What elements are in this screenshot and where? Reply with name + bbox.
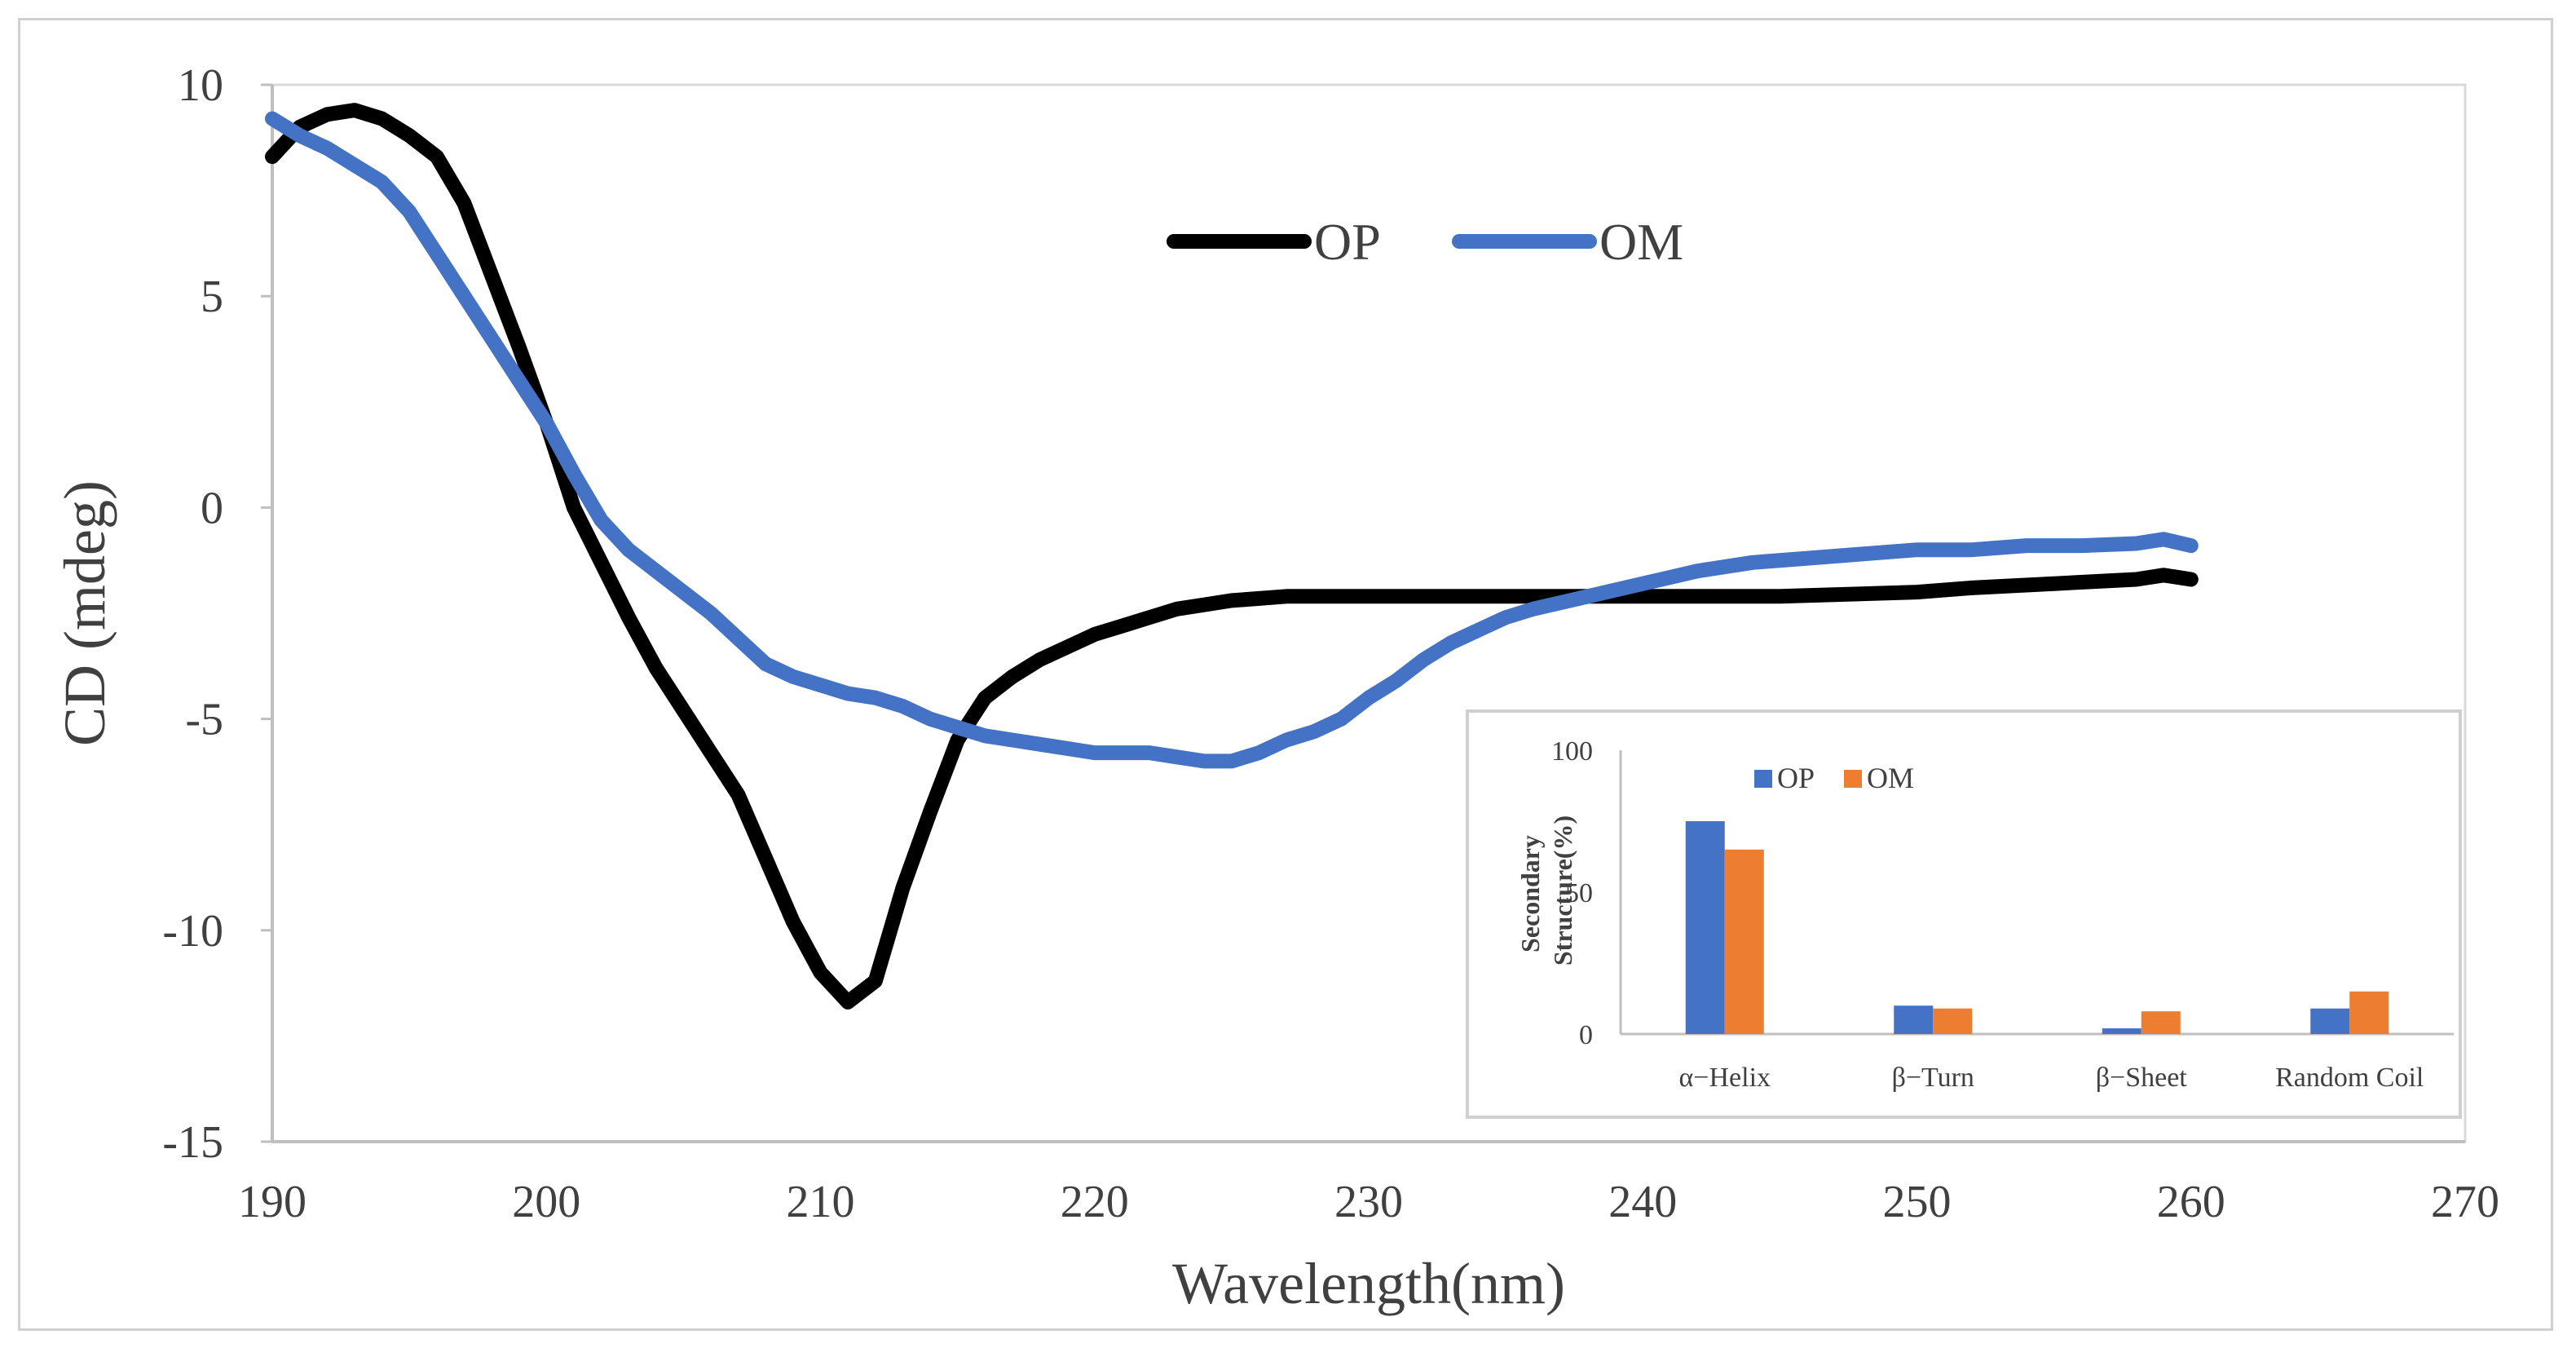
inset-legend-op-swatch xyxy=(1754,770,1772,788)
y-tick-label: -5 xyxy=(185,695,223,745)
inset-category-label: β−Turn xyxy=(1892,1063,1974,1093)
series-line-om xyxy=(265,111,2199,769)
inset-bar-op xyxy=(2102,1028,2142,1034)
inset-y-axis-title: Secondary Structure(%) xyxy=(1515,815,1577,966)
x-tick-label: 240 xyxy=(1608,1177,1677,1227)
inset-bar-om xyxy=(2141,1011,2181,1034)
inset-category-label: β−Sheet xyxy=(2096,1063,2188,1093)
legend-op-label: OP xyxy=(1314,213,1381,271)
y-tick-label: -15 xyxy=(162,1117,223,1168)
main-x-tick-labels: 190 200 210 220 230 240 250 260 270 xyxy=(238,1177,2499,1227)
inset-category-label: Random Coil xyxy=(2275,1063,2424,1093)
y-tick-label: -10 xyxy=(162,906,223,957)
y-tick-label: 5 xyxy=(201,272,223,322)
inset-y-tick-labels: 100 50 0 xyxy=(1551,736,1593,1050)
main-y-axis-title: CD (mdeg) xyxy=(52,480,117,746)
inset-frame xyxy=(1466,709,2462,1119)
y-tick-label: 10 xyxy=(178,60,223,111)
main-plot: 190 200 210 220 230 240 250 260 270 1050-5-10-15… xyxy=(52,60,2499,1316)
inset-legend-om-label: OM xyxy=(1867,762,1914,794)
inset-y-tick-label: 50 xyxy=(1565,878,1593,908)
main-legend: OP OM xyxy=(1167,213,1683,271)
x-tick-label: 260 xyxy=(2157,1177,2225,1227)
inset-bar-op xyxy=(1894,1005,1934,1034)
legend-om-label: OM xyxy=(1599,213,1683,271)
x-tick-label: 200 xyxy=(512,1177,580,1227)
y-tick-label: 0 xyxy=(201,483,223,533)
inset-legend-om-swatch xyxy=(1844,770,1862,788)
series-line-op xyxy=(265,103,2199,1010)
inset-category-label: α−Helix xyxy=(1678,1063,1771,1093)
main-y-tick-labels: 10 5 0 -5 -10 -15 xyxy=(162,60,272,1168)
main-series-lines xyxy=(265,103,2199,1010)
inset-bar-op xyxy=(1685,821,1725,1034)
inset-y-title-line-1: Secondary xyxy=(1515,835,1545,952)
x-tick-label: 210 xyxy=(787,1177,855,1227)
inset-legend: OP OM xyxy=(1754,762,1914,794)
x-tick-label: 190 xyxy=(238,1177,307,1227)
inset-bar-op xyxy=(2310,1008,2350,1034)
x-tick-label: 230 xyxy=(1334,1177,1403,1227)
main-x-axis-title: Wavelength(nm) xyxy=(1172,1251,1565,1316)
inset-category-labels: α−Helix β−Turn β−Sheet Random Coil xyxy=(1678,1063,2424,1093)
inset-bar-om xyxy=(1724,849,1764,1034)
inset-y-tick-label: 100 xyxy=(1551,736,1593,767)
inset-bars xyxy=(1685,821,2389,1034)
x-tick-label: 270 xyxy=(2431,1177,2499,1227)
inset-bar-om xyxy=(1933,1008,1973,1034)
inset-bar-om xyxy=(2349,991,2389,1034)
inset-legend-op-label: OP xyxy=(1777,762,1815,794)
x-tick-label: 220 xyxy=(1061,1177,1129,1227)
inset-y-title-line-2: Structure(%) xyxy=(1548,815,1577,966)
x-tick-label: 250 xyxy=(1883,1177,1952,1227)
inset-bar-chart: 100 50 0 α−Helix β−Turn β−Sheet Random Coil S… xyxy=(1466,709,2462,1119)
inset-y-tick-label: 0 xyxy=(1579,1020,1593,1050)
